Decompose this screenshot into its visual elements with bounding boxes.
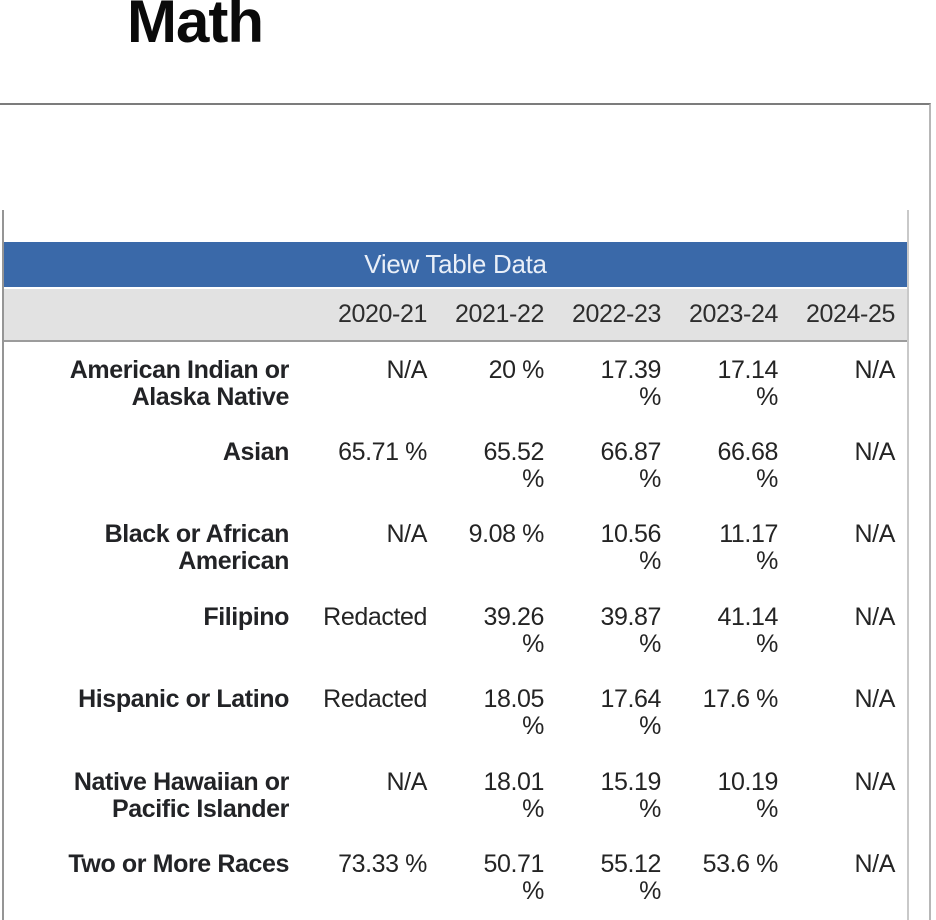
table-cell: 53.6 %	[673, 836, 790, 919]
table-cell: 55.12 %	[556, 836, 673, 919]
row-label: White	[4, 918, 322, 920]
table-cell: 17.6 %	[673, 671, 790, 754]
table-cell: 15.19 %	[556, 753, 673, 836]
table-panel: View Table Data 2020-21 2021-22 2022-23 202…	[0, 103, 931, 920]
table-cell: 83.33 %	[322, 918, 439, 920]
table-cell: 18.01 %	[439, 753, 556, 836]
table-cell: N/A	[790, 423, 907, 506]
year-header-row: 2020-21 2021-22 2022-23 2023-24 2024-25	[4, 289, 907, 342]
row-label: Asian	[4, 423, 322, 506]
column-header: 2022-23	[556, 289, 673, 342]
table-row: Asian 65.71 % 65.52 % 66.87 % 66.68 % N/A	[4, 423, 907, 506]
table-cell: 10.19 %	[673, 753, 790, 836]
card-top-spacer	[4, 210, 907, 242]
table-cell: N/A	[790, 918, 907, 920]
table-cell: Redacted	[322, 588, 439, 671]
table-cell: 11.17 %	[673, 506, 790, 589]
header-bar-divider	[4, 287, 907, 289]
table-row: American Indian or Alaska Native N/A 20 % 1…	[4, 341, 907, 424]
table-cell: 39.26 %	[439, 588, 556, 671]
table-cell: 65.71 %	[322, 423, 439, 506]
column-header: 2021-22	[439, 289, 556, 342]
table-cell: 65.52 %	[439, 423, 556, 506]
row-label: American Indian or Alaska Native	[4, 341, 322, 424]
table-cell: N/A	[322, 341, 439, 424]
row-label: Two or More Races	[4, 836, 322, 919]
table-cell: N/A	[790, 588, 907, 671]
page-title: Math	[127, 0, 264, 55]
table-cell: N/A	[790, 506, 907, 589]
table-cell: N/A	[790, 753, 907, 836]
table-row: Native Hawaiian or Pacific Islander N/A 18…	[4, 753, 907, 836]
table-cell: Redacted	[322, 671, 439, 754]
table-cell: N/A	[790, 836, 907, 919]
column-header: 2020-21	[322, 289, 439, 342]
row-label: Filipino	[4, 588, 322, 671]
table-row: Hispanic or Latino Redacted 18.05 % 17.64 %…	[4, 671, 907, 754]
row-label: Black or African American	[4, 506, 322, 589]
table-cell: N/A	[790, 341, 907, 424]
corner-header-cell	[4, 289, 322, 342]
table-cell: 39.87 %	[556, 588, 673, 671]
table-cell: 17.64 %	[556, 671, 673, 754]
table-cell: 63.78 %	[439, 918, 556, 920]
table-row: White83.33 %63.78 %64.63 %65.29 %N/A	[4, 918, 907, 920]
table-cell: 17.14 %	[673, 341, 790, 424]
view-table-data-header[interactable]: View Table Data	[4, 242, 907, 287]
data-table: 2020-21 2021-22 2022-23 2023-24 2024-25 Amer…	[4, 289, 907, 920]
table-row: Two or More Races 73.33 % 50.71 % 55.12 % 53…	[4, 836, 907, 919]
table-cell: 50.71 %	[439, 836, 556, 919]
table-cell: 64.63 %	[556, 918, 673, 920]
row-label: Native Hawaiian or Pacific Islander	[4, 753, 322, 836]
table-body: American Indian or Alaska Native N/A 20 % 1…	[4, 341, 907, 920]
table-cell: N/A	[322, 506, 439, 589]
column-header: 2023-24	[673, 289, 790, 342]
table-cell: 18.05 %	[439, 671, 556, 754]
table-cell: N/A	[790, 671, 907, 754]
table-cell: 65.29 %	[673, 918, 790, 920]
table-cell: 66.87 %	[556, 423, 673, 506]
table-cell: 66.68 %	[673, 423, 790, 506]
table-cell: 10.56 %	[556, 506, 673, 589]
table-cell: 17.39 %	[556, 341, 673, 424]
table-card: View Table Data 2020-21 2021-22 2022-23 202…	[2, 210, 909, 920]
table-cell: 9.08 %	[439, 506, 556, 589]
table-cell: N/A	[322, 753, 439, 836]
view-table-data-label: View Table Data	[364, 249, 547, 279]
table-cell: 20 %	[439, 341, 556, 424]
column-header: 2024-25	[790, 289, 907, 342]
table-cell: 73.33 %	[322, 836, 439, 919]
row-label: Hispanic or Latino	[4, 671, 322, 754]
table-row: Filipino Redacted 39.26 % 39.87 % 41.14 % N/A	[4, 588, 907, 671]
table-row: Black or African American N/A 9.08 % 10.56 …	[4, 506, 907, 589]
table-cell: 41.14 %	[673, 588, 790, 671]
